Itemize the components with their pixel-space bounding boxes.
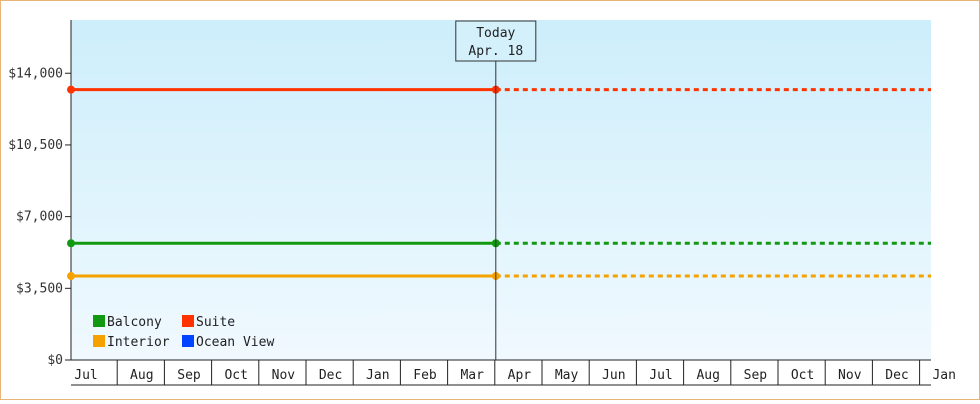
y-tick-label: $7,000 [16,210,63,225]
plot-background [71,20,931,360]
y-tick-label: $0 [47,353,63,368]
x-tick-label: Jul [649,368,672,383]
x-tick-label: May [555,368,579,383]
data-point [67,272,75,281]
today-callout [455,20,537,62]
legend-swatch [93,335,105,347]
x-tick-label: Aug [696,368,719,383]
x-tick-label: Oct [224,368,247,383]
today-date: Apr. 18 [468,44,523,59]
legend-label: Interior [107,335,170,350]
y-tick-label: $3,500 [16,281,63,296]
y-tick-label: $10,500 [8,138,63,153]
legend-label: Ocean View [196,335,274,350]
x-tick-label: Feb [413,368,437,383]
legend-swatch [93,315,105,327]
legend-swatch [182,315,194,327]
x-tick-label: Jan [932,368,955,383]
x-tick-label: Sep [177,368,201,383]
data-point [67,239,75,248]
x-tick-label: Jan [366,368,389,383]
x-tick-label: Dec [885,368,908,383]
x-tick-label: Dec [319,368,342,383]
legend-swatch [182,335,194,347]
data-point [67,85,75,94]
x-tick-label: Nov [838,368,862,383]
x-tick-label: Jul [74,368,97,383]
legend-label: Suite [196,315,235,330]
x-tick-label: Jun [602,368,625,383]
legend-label: Balcony [107,315,162,330]
x-tick-label: Apr [508,368,532,383]
x-tick-label: Nov [272,368,296,383]
today-label: Today [476,26,515,41]
x-tick-label: Oct [791,368,814,383]
y-tick-label: $14,000 [8,66,63,81]
x-tick-label: Mar [460,368,484,383]
x-tick-label: Aug [130,368,153,383]
x-tick-label: Sep [744,368,768,383]
